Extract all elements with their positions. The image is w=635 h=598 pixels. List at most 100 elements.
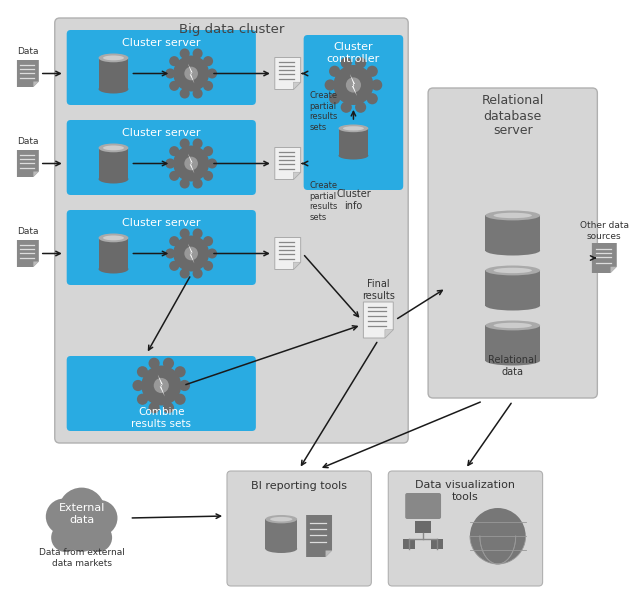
Ellipse shape — [485, 321, 540, 331]
Circle shape — [203, 56, 213, 66]
Circle shape — [184, 157, 198, 170]
Circle shape — [173, 236, 209, 271]
Circle shape — [329, 66, 340, 77]
FancyBboxPatch shape — [55, 18, 408, 443]
Text: Create
partial
results
sets: Create partial results sets — [310, 91, 338, 132]
Circle shape — [82, 500, 117, 536]
Circle shape — [154, 378, 169, 393]
Circle shape — [137, 393, 148, 405]
Bar — [265, 519, 297, 549]
Circle shape — [163, 402, 174, 413]
Polygon shape — [350, 74, 357, 96]
Text: Final
results: Final results — [362, 279, 395, 301]
Circle shape — [366, 93, 378, 104]
Circle shape — [175, 393, 185, 405]
Circle shape — [180, 139, 190, 148]
Polygon shape — [275, 57, 300, 90]
Circle shape — [142, 365, 181, 405]
Bar — [485, 215, 540, 251]
Circle shape — [207, 158, 217, 169]
Polygon shape — [293, 82, 300, 90]
Circle shape — [180, 269, 190, 279]
Circle shape — [83, 523, 112, 552]
Circle shape — [203, 236, 213, 246]
Circle shape — [180, 178, 190, 188]
Circle shape — [192, 269, 203, 279]
Bar — [485, 325, 540, 361]
Circle shape — [173, 56, 209, 91]
Ellipse shape — [270, 517, 292, 521]
Ellipse shape — [493, 323, 532, 328]
Ellipse shape — [338, 152, 368, 160]
Polygon shape — [592, 243, 617, 273]
Circle shape — [51, 523, 80, 552]
Bar — [98, 238, 128, 269]
Polygon shape — [188, 154, 194, 173]
Text: Cluster
info: Cluster info — [336, 189, 371, 211]
Bar — [485, 270, 540, 306]
Bar — [415, 521, 431, 533]
FancyBboxPatch shape — [405, 493, 441, 519]
Text: Other data
sources: Other data sources — [580, 221, 629, 241]
Circle shape — [169, 261, 179, 271]
Circle shape — [149, 402, 159, 413]
Bar — [98, 58, 128, 89]
Circle shape — [180, 228, 190, 239]
Polygon shape — [188, 243, 194, 263]
Circle shape — [62, 512, 102, 552]
Polygon shape — [326, 551, 332, 557]
Polygon shape — [17, 60, 39, 87]
Ellipse shape — [493, 268, 532, 273]
Polygon shape — [34, 172, 39, 177]
Circle shape — [173, 145, 209, 182]
Text: Data: Data — [17, 227, 39, 236]
Circle shape — [355, 102, 366, 113]
Circle shape — [165, 68, 175, 78]
Polygon shape — [293, 172, 300, 179]
Circle shape — [192, 139, 203, 148]
Circle shape — [203, 146, 213, 156]
Text: Relational
data: Relational data — [488, 355, 537, 377]
Circle shape — [470, 508, 526, 564]
FancyBboxPatch shape — [67, 210, 256, 285]
Polygon shape — [275, 237, 300, 270]
Circle shape — [371, 80, 382, 91]
Circle shape — [207, 68, 217, 78]
Ellipse shape — [485, 210, 540, 221]
Circle shape — [184, 246, 198, 260]
Text: Cluster
controller: Cluster controller — [327, 42, 380, 64]
Text: External
data: External data — [58, 503, 105, 525]
FancyBboxPatch shape — [67, 30, 256, 105]
Circle shape — [333, 65, 373, 105]
Circle shape — [207, 248, 217, 258]
FancyBboxPatch shape — [428, 88, 598, 398]
Circle shape — [163, 358, 174, 369]
Polygon shape — [363, 302, 393, 338]
Text: Big data cluster: Big data cluster — [179, 23, 284, 36]
Ellipse shape — [98, 53, 128, 62]
Circle shape — [165, 158, 175, 169]
Circle shape — [180, 48, 190, 59]
Polygon shape — [34, 81, 39, 87]
Circle shape — [203, 261, 213, 271]
Ellipse shape — [265, 515, 297, 523]
Circle shape — [192, 48, 203, 59]
Text: Combine
results sets: Combine results sets — [131, 407, 191, 429]
Circle shape — [340, 57, 352, 68]
Ellipse shape — [265, 545, 297, 553]
Circle shape — [179, 380, 190, 391]
Text: Data visualization
tools: Data visualization tools — [415, 480, 516, 502]
Polygon shape — [306, 515, 332, 557]
Circle shape — [192, 228, 203, 239]
Circle shape — [169, 56, 179, 66]
Polygon shape — [385, 329, 393, 338]
Ellipse shape — [103, 236, 124, 240]
Circle shape — [57, 509, 89, 541]
Circle shape — [46, 499, 82, 535]
Text: Relational
database
server: Relational database server — [481, 94, 544, 138]
Text: Data: Data — [17, 137, 39, 146]
Text: Cluster server: Cluster server — [122, 128, 201, 138]
Ellipse shape — [485, 301, 540, 310]
Ellipse shape — [98, 85, 128, 93]
Text: BI reporting tools: BI reporting tools — [251, 481, 347, 491]
